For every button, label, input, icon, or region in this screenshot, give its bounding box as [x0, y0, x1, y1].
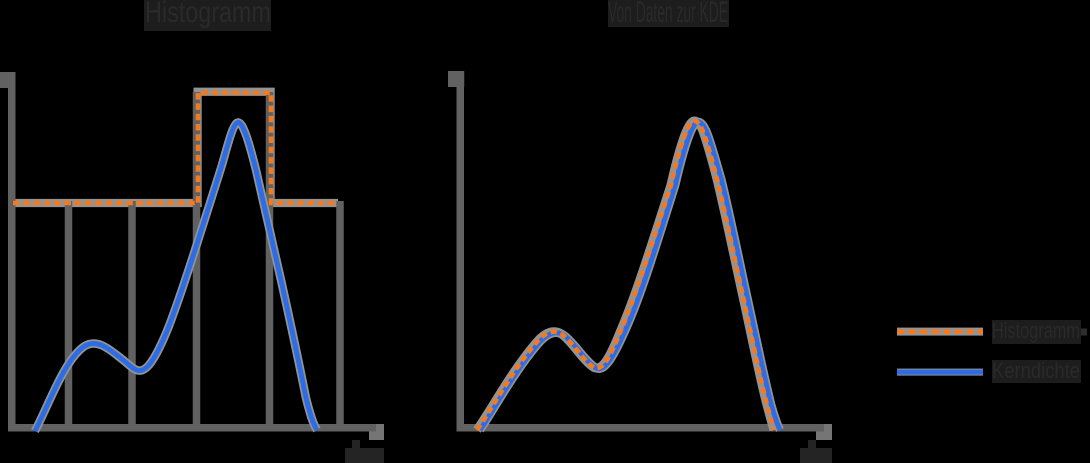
svg-text:Kerndichte: Kerndichte [992, 358, 1080, 383]
svg-text:Von Daten zur KDE: Von Daten zur KDE [608, 0, 728, 29]
svg-text:Histogramm: Histogramm [992, 318, 1080, 343]
svg-text:Histogramm: Histogramm [145, 0, 271, 29]
